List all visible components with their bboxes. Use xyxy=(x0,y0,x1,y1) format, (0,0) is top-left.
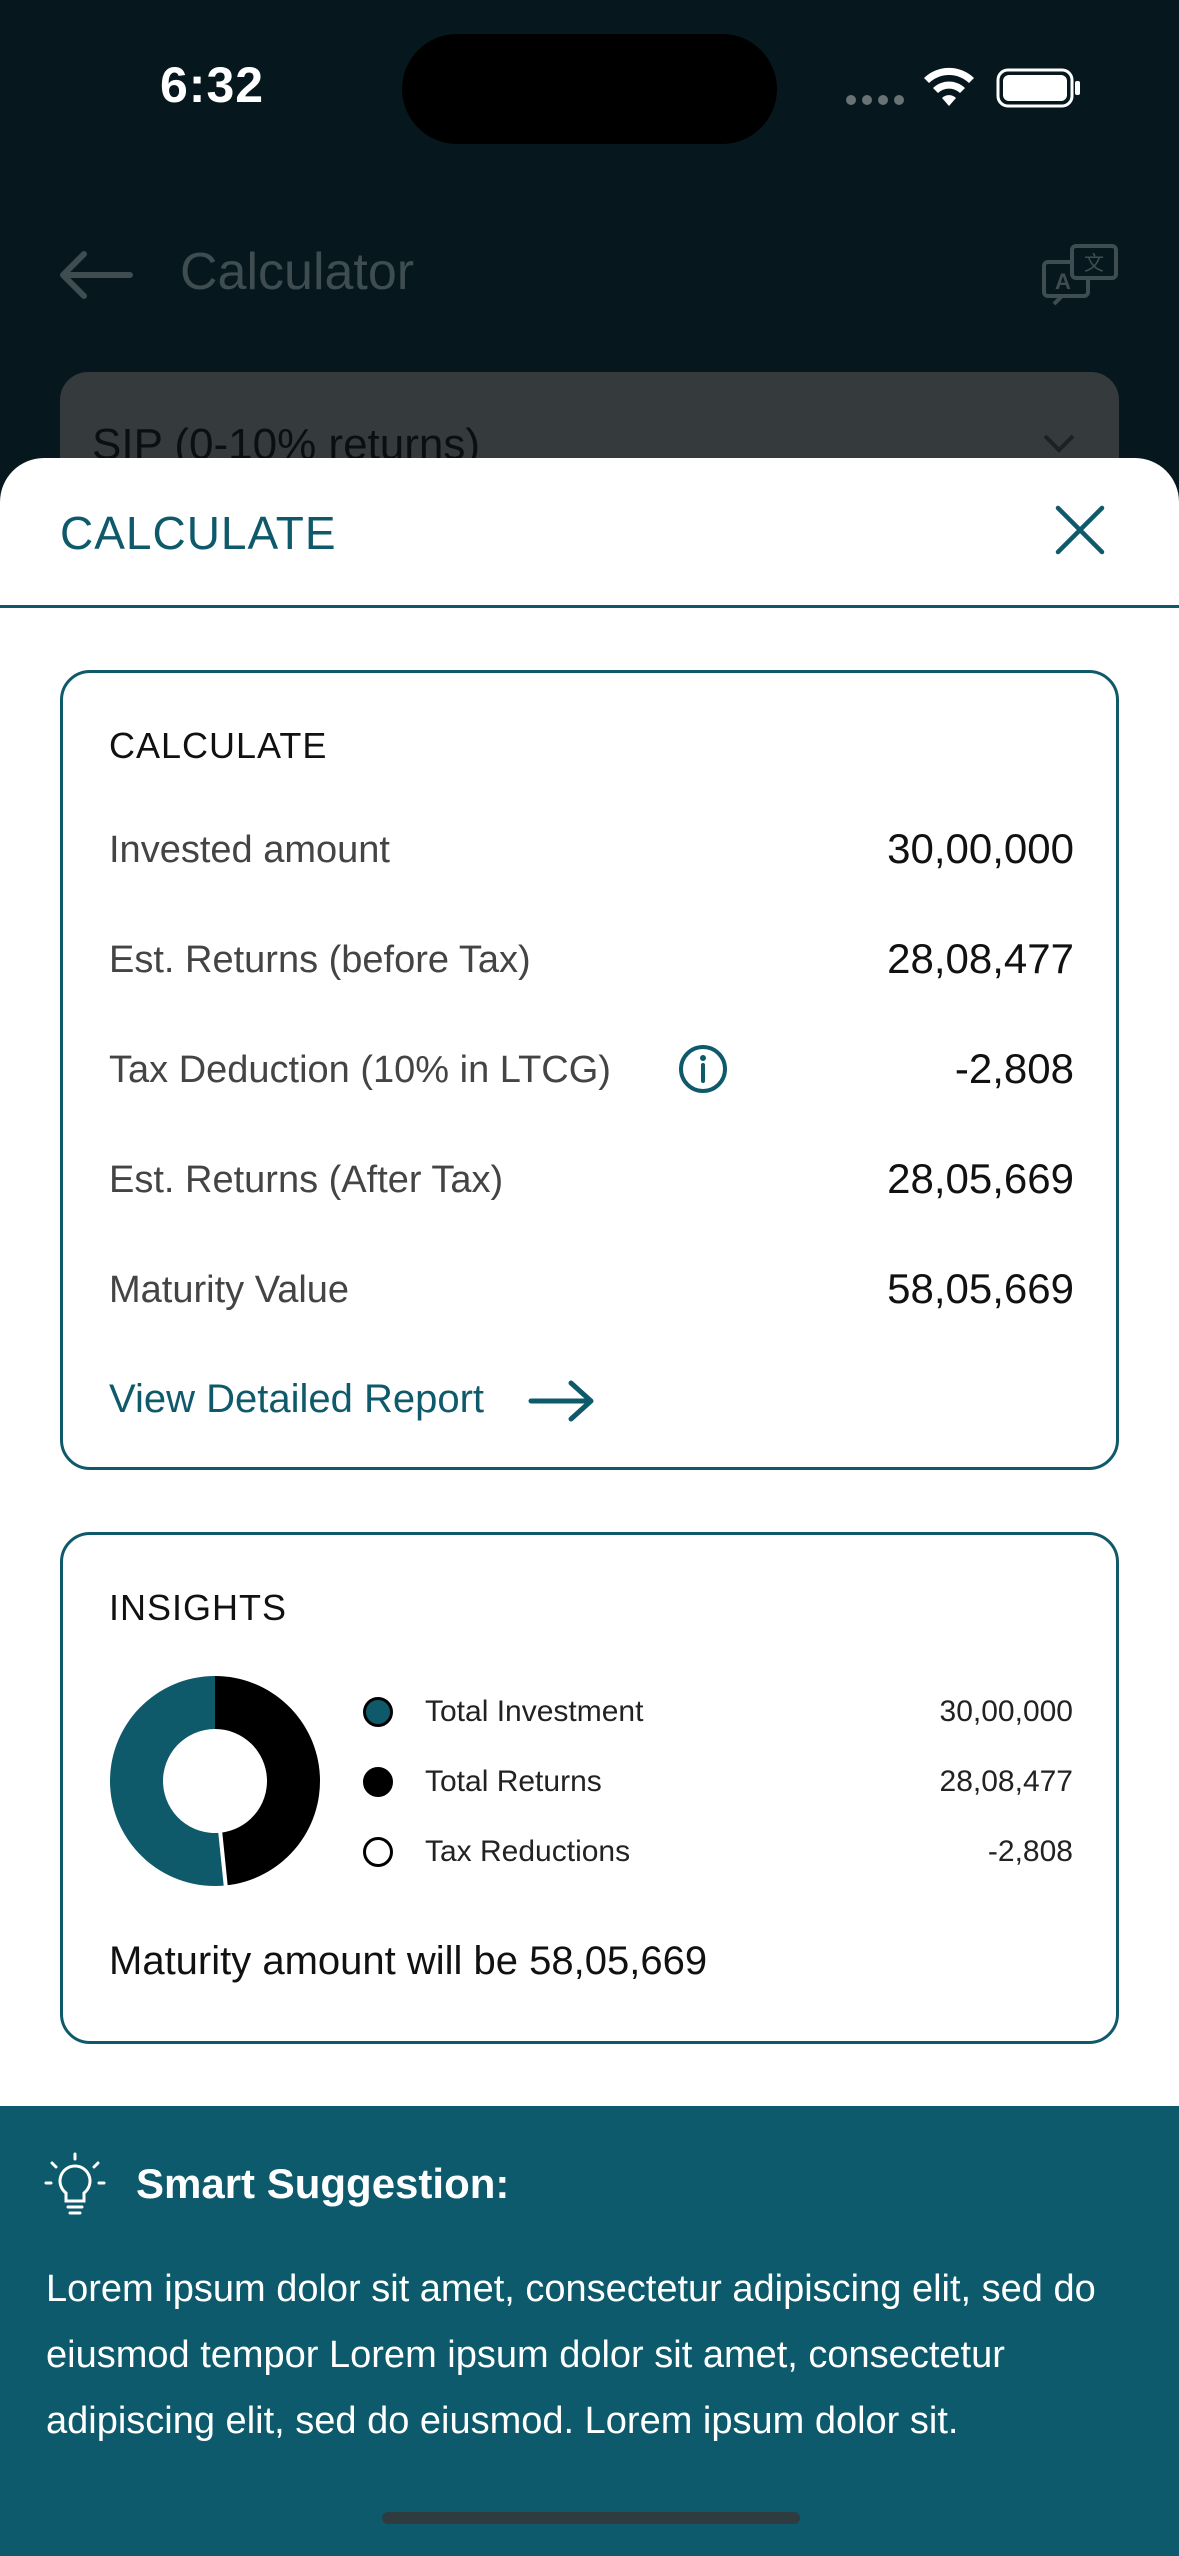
legend-label: Tax Reductions xyxy=(425,1835,631,1868)
result-row-invested: Invested amount 30,00,000 xyxy=(109,821,1074,881)
status-time: 6:32 xyxy=(160,57,265,113)
donut-slice-returns xyxy=(215,1676,321,1886)
calculate-card-heading: CALCULATE xyxy=(109,725,328,766)
insights-card: INSIGHTS Total Investment 30,00,000 Tota… xyxy=(60,1532,1119,2044)
dynamic-island xyxy=(402,34,777,144)
svg-text:A: A xyxy=(1055,269,1071,294)
result-label: Est. Returns (After Tax) xyxy=(109,1159,504,1201)
result-row-maturity: Maturity Value 58,05,669 xyxy=(109,1261,1074,1321)
result-label: Est. Returns (before Tax) xyxy=(109,939,531,981)
result-value: 30,00,000 xyxy=(887,825,1074,872)
back-arrow-icon xyxy=(60,251,133,299)
wifi-icon xyxy=(924,67,974,106)
view-detailed-report-label: View Detailed Report xyxy=(109,1377,485,1421)
calculate-card: CALCULATE Invested amount 30,00,000 Est.… xyxy=(60,670,1119,1470)
legend-label: Total Investment xyxy=(425,1695,644,1728)
result-value: -2,808 xyxy=(954,1045,1074,1092)
result-label: Maturity Value xyxy=(109,1269,350,1311)
page-title: Calculator xyxy=(180,243,415,301)
home-indicator[interactable] xyxy=(382,2512,800,2524)
result-label: Invested amount xyxy=(109,829,390,871)
suggestion-title: Smart Suggestion: xyxy=(136,2160,510,2207)
chevron-down-icon xyxy=(1043,434,1075,453)
sheet-header: CALCULATE xyxy=(0,458,1179,608)
result-row-returns-after-tax: Est. Returns (After Tax) 28,05,669 xyxy=(109,1151,1074,1211)
legend-dot-tax xyxy=(363,1837,393,1867)
maturity-summary: Maturity amount will be 58,05,669 xyxy=(109,1939,708,1983)
info-icon[interactable] xyxy=(677,1043,729,1095)
result-row-tax-deduction: Tax Deduction (10% in LTCG) -2,808 xyxy=(109,1041,1074,1101)
legend-value: -2,808 xyxy=(987,1835,1073,1868)
close-icon[interactable] xyxy=(1052,502,1108,558)
donut-slice-investment xyxy=(110,1676,226,1886)
legend-dot-returns xyxy=(363,1767,393,1797)
insights-donut-chart xyxy=(110,1676,321,1887)
result-value: 28,08,477 xyxy=(887,935,1074,982)
legend-value: 30,00,000 xyxy=(939,1695,1073,1728)
svg-text:文: 文 xyxy=(1084,252,1104,275)
sheet-title: CALCULATE xyxy=(60,507,337,559)
legend-item-tax-reductions: Tax Reductions -2,808 xyxy=(363,1827,1073,1877)
legend-value: 28,08,477 xyxy=(939,1765,1073,1798)
calculate-sheet: CALCULATE CALCULATE Invested amount 30,0… xyxy=(0,458,1179,2556)
legend-item-total-investment: Total Investment 30,00,000 xyxy=(363,1687,1073,1737)
background-header: Calculator A 文 xyxy=(0,220,1179,330)
legend-dot-investment xyxy=(363,1697,393,1727)
result-label: Tax Deduction (10% in LTCG) xyxy=(109,1049,611,1091)
smart-suggestion-panel: Smart Suggestion: Lorem ipsum dolor sit … xyxy=(0,2106,1179,2556)
battery-icon xyxy=(996,68,1080,108)
donut-slice-separator xyxy=(217,1828,228,1887)
result-value: 58,05,669 xyxy=(887,1265,1074,1312)
view-detailed-report-link[interactable]: View Detailed Report xyxy=(109,1369,629,1429)
result-value: 28,05,669 xyxy=(887,1155,1074,1202)
insights-card-heading: INSIGHTS xyxy=(109,1587,288,1628)
status-bar: 6:32 xyxy=(0,0,1179,160)
legend-item-total-returns: Total Returns 28,08,477 xyxy=(363,1757,1073,1807)
arrow-right-icon xyxy=(528,1380,594,1422)
lightbulb-icon xyxy=(44,2152,106,2215)
translate-icon: A 文 xyxy=(1042,244,1118,306)
legend-label: Total Returns xyxy=(425,1765,602,1798)
cellular-signal-icon xyxy=(846,92,910,110)
background-screen: 6:32 Calculator A 文 SIP (0-10% returns) xyxy=(0,0,1179,520)
result-row-returns-before-tax: Est. Returns (before Tax) 28,08,477 xyxy=(109,931,1074,991)
suggestion-body: Lorem ipsum dolor sit amet, consectetur … xyxy=(46,2268,1096,2442)
